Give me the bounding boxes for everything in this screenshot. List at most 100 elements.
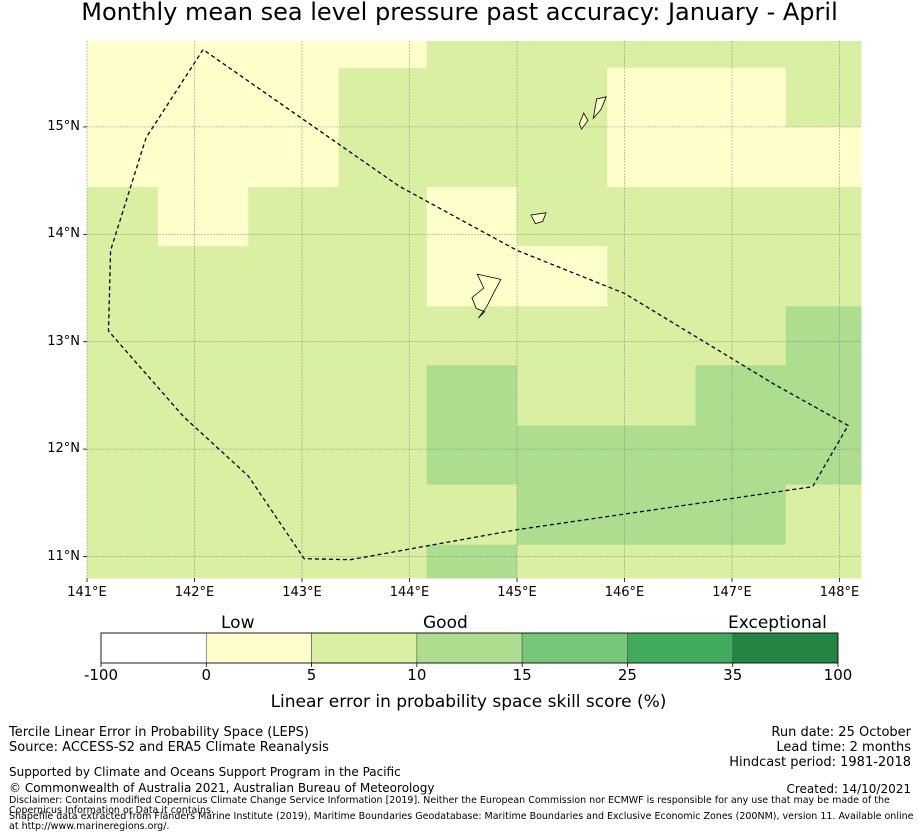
score-cell: [157, 306, 249, 366]
y-tick-label: 11°N: [47, 548, 80, 564]
score-cell: [695, 425, 787, 486]
colorbar-segment: [627, 632, 734, 664]
score-cell: [338, 306, 428, 366]
score-cell: [785, 484, 862, 546]
colorbar-tick-label: 10: [407, 666, 427, 684]
footer-copyright: © Commonwealth of Australia 2021, Austra…: [9, 781, 435, 795]
score-cell: [695, 365, 787, 426]
footer-lead-time: Lead time: 2 months: [776, 740, 911, 755]
score-cell: [607, 41, 696, 69]
footer-created: Created: 14/10/2021: [786, 782, 911, 796]
score-cell: [426, 544, 518, 579]
score-cell: [157, 544, 249, 579]
colorbar-segment: [521, 632, 628, 664]
score-cell: [517, 425, 608, 486]
score-cell: [87, 187, 159, 247]
islands: [471, 96, 607, 319]
x-tick-label: 147°E: [712, 585, 752, 600]
island-saipan: [592, 96, 607, 120]
score-cell: [157, 67, 249, 128]
score-cell: [248, 544, 340, 579]
score-cell: [517, 544, 608, 579]
score-cell: [695, 41, 787, 69]
score-cell: [338, 365, 428, 426]
colorbar-segment: [205, 632, 312, 664]
y-tick-label: 14°N: [47, 226, 80, 242]
score-grid: [87, 41, 862, 579]
score-cell: [87, 425, 159, 486]
score-cell: [248, 126, 340, 188]
score-cell: [248, 41, 340, 69]
score-cell: [695, 484, 787, 546]
colorbar-segment: [416, 632, 523, 664]
score-cell: [248, 484, 340, 546]
score-cell: [785, 365, 862, 426]
score-cell: [607, 306, 696, 366]
x-tick-label: 143°E: [282, 585, 322, 600]
score-cell: [87, 544, 159, 579]
score-cell: [157, 41, 249, 69]
score-cell: [607, 126, 696, 188]
score-cell: [87, 67, 159, 128]
colorbar-tick-label: 0: [201, 666, 212, 684]
score-cell: [517, 365, 608, 426]
colorbar-title: Linear error in probability space skill …: [270, 692, 667, 712]
score-cell: [426, 41, 518, 69]
score-cell: [426, 126, 518, 188]
x-axis-ticks: [86, 578, 840, 582]
score-cell: [607, 246, 696, 307]
score-cell: [517, 246, 608, 307]
score-cell: [517, 67, 608, 128]
y-tick-label: 13°N: [47, 333, 80, 349]
score-cell: [426, 67, 518, 128]
footer-run-date: Run date: 25 October: [771, 725, 911, 740]
score-cell: [607, 544, 696, 579]
colorbar-frame: [100, 632, 839, 664]
score-cell: [338, 187, 428, 247]
island-guam: [471, 273, 502, 319]
score-cell: [426, 306, 518, 366]
x-tick-label: 148°E: [819, 585, 860, 600]
score-cell: [157, 187, 249, 247]
graticule: [86, 41, 861, 578]
map-title: Monthly mean sea level pressure past acc…: [81, 0, 838, 26]
score-cell: [517, 306, 608, 366]
colorbar-segment: [100, 632, 207, 664]
score-cell: [785, 67, 862, 128]
score-cell: [426, 246, 518, 307]
score-cell: [607, 187, 696, 247]
score-cell: [607, 425, 696, 486]
score-cell: [695, 126, 787, 188]
score-cell: [785, 246, 862, 307]
score-cell: [517, 187, 608, 247]
score-cell: [517, 126, 608, 188]
score-cell: [426, 187, 518, 247]
score-cell: [248, 425, 340, 486]
score-cell: [248, 306, 340, 366]
score-cell: [87, 246, 159, 307]
score-cell: [785, 187, 862, 247]
colorbar-tick-label: 35: [723, 666, 743, 684]
score-cell: [338, 425, 428, 486]
score-cell: [248, 187, 340, 247]
score-cell: [87, 41, 159, 69]
score-cell: [248, 365, 340, 426]
island-tinian: [578, 112, 589, 130]
score-cell: [157, 365, 249, 426]
score-cell: [87, 365, 159, 426]
footer-supported: Supported by Climate and Oceans Support …: [9, 765, 401, 779]
score-cell: [695, 306, 787, 366]
score-cell: [785, 126, 862, 188]
score-cell: [695, 246, 787, 307]
colorbar-segment: [732, 632, 839, 664]
colorbar: [100, 632, 839, 667]
y-tick-label: 12°N: [47, 441, 80, 457]
score-cell: [785, 425, 862, 486]
colorbar-tick-label: 15: [512, 666, 532, 684]
x-tick-label: 146°E: [604, 585, 645, 600]
score-cell: [157, 484, 249, 546]
score-cell: [607, 67, 696, 128]
x-tick-label: 141°E: [67, 585, 107, 600]
score-cell: [157, 246, 249, 307]
eez-boundary: [107, 49, 849, 561]
